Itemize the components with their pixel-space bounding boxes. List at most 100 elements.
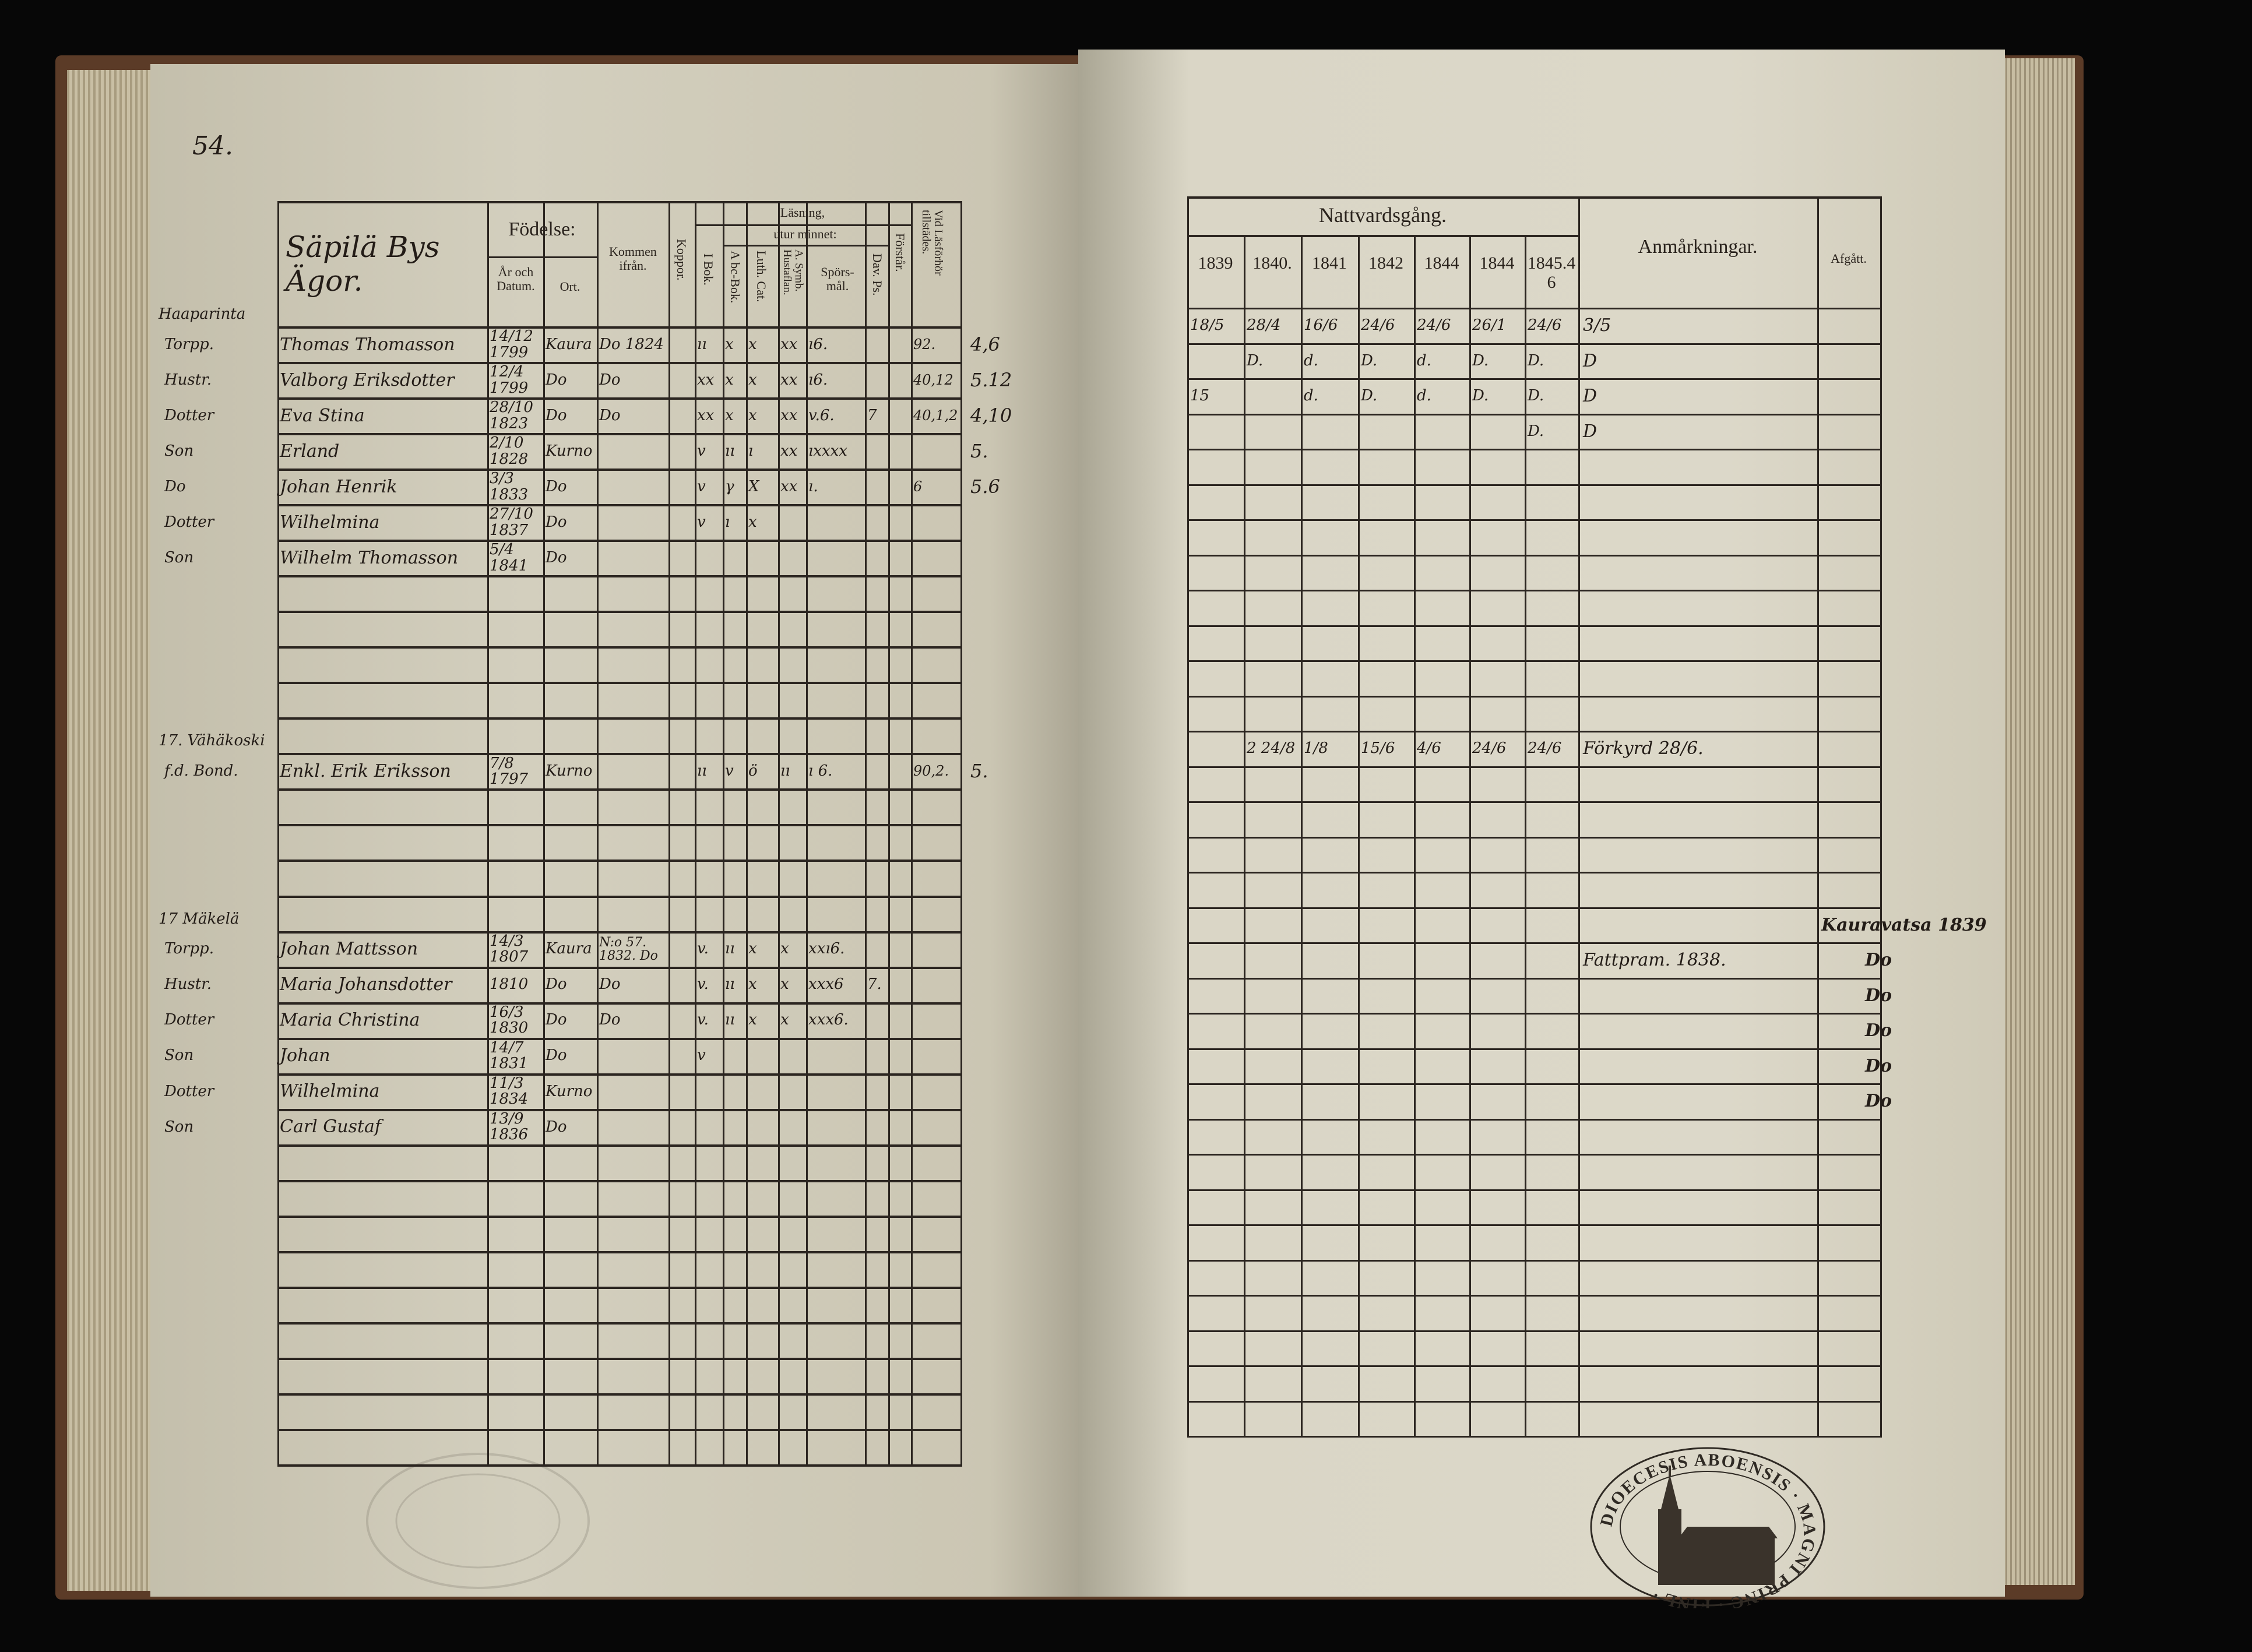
- table-row-rule: [1187, 1154, 1882, 1156]
- table-column-rule: [1414, 235, 1416, 1436]
- cell-date: 13/9 1836: [490, 1109, 529, 1144]
- table-row-rule: [1187, 625, 1882, 627]
- household-role-label: Dotter: [164, 406, 214, 424]
- cell-abc: ıı: [725, 1011, 735, 1029]
- header-year: 1842: [1368, 253, 1403, 273]
- header-year: 1845.46: [1527, 253, 1576, 292]
- cell-abc: ıı: [725, 940, 735, 958]
- table-column-rule: [865, 201, 867, 1464]
- cell-i-bok: xx: [697, 371, 715, 389]
- cell-luth: x: [748, 975, 757, 994]
- communion-date: 15/6: [1361, 739, 1395, 758]
- household-role-label: Dotter: [164, 1082, 214, 1100]
- table-row-rule: [277, 1393, 962, 1396]
- cell-date: 7/8 1797: [490, 754, 529, 788]
- communion-date: D.: [1528, 387, 1544, 405]
- table-row-rule: [277, 966, 962, 969]
- cell-from: Do 1824: [599, 335, 664, 353]
- table-row-rule: [1187, 1189, 1882, 1191]
- cell-spors: v.6.: [808, 406, 835, 424]
- communion-date: 2 24/8: [1247, 739, 1296, 758]
- table-column-rule: [1880, 196, 1882, 1436]
- table-row-rule: [1187, 449, 1882, 450]
- table-column-rule: [597, 201, 599, 1464]
- header-lasning: Läsning,: [780, 205, 825, 220]
- table-row-rule: [1187, 1083, 1882, 1085]
- cell-name: Wilhelmina: [280, 1081, 380, 1102]
- cell-luth: ö: [748, 762, 758, 780]
- cell-date: 28/10 1823: [490, 399, 533, 432]
- household-place-label: Haaparinta: [159, 305, 246, 323]
- household-role-label: Hustr.: [164, 975, 212, 994]
- header-afgatt: Afgått.: [1831, 251, 1867, 266]
- table-row-rule: [277, 433, 962, 436]
- cell-name: Wilhelmina: [280, 512, 380, 533]
- table-column-rule: [960, 201, 962, 1464]
- table-top-rule: [277, 201, 962, 203]
- cell-symb: x: [780, 975, 789, 994]
- table-row-rule: [277, 1215, 962, 1218]
- household-role-label: f.d. Bond.: [164, 762, 238, 780]
- header-ar-och-datum: År och Datum.: [497, 265, 535, 294]
- cell-ort: Do: [546, 371, 567, 389]
- cell-i-bok: v: [697, 513, 706, 531]
- communion-date: 4/6: [1417, 739, 1441, 758]
- table-row-rule: [1187, 1259, 1882, 1262]
- table-row-rule: [1187, 1224, 1882, 1226]
- margin-note: 5.: [970, 439, 988, 462]
- cell-name: Eva Stina: [280, 405, 365, 426]
- cell-abc: γ: [725, 477, 734, 495]
- table-row-rule: [277, 1108, 962, 1111]
- table-row-rule: [277, 1002, 962, 1005]
- header-year: 1844: [1479, 253, 1515, 273]
- cell-from: Do: [599, 406, 621, 424]
- household-place-label: 17 Mäkelä: [159, 910, 240, 928]
- communion-date: D.: [1528, 351, 1544, 369]
- table-row-rule: [1187, 1330, 1882, 1332]
- table-row-rule: [1187, 1436, 1882, 1438]
- communion-date: D.: [1472, 387, 1489, 405]
- cell-ort: Kaura: [546, 335, 592, 353]
- table-row-rule: [1187, 343, 1882, 345]
- cell-spors: xxı6.: [808, 940, 845, 958]
- table-row-rule: [277, 1357, 962, 1360]
- table-row-rule: [1187, 695, 1882, 698]
- cell-i-bok: ıı: [697, 762, 707, 780]
- cell-date: 5/4 1841: [490, 541, 529, 575]
- cell-symb: x: [780, 940, 789, 958]
- margin-note: 5.: [970, 760, 988, 783]
- household-role-label: Hustr.: [164, 371, 212, 389]
- cell-name: Valborg Eriksdotter: [280, 369, 455, 390]
- cell-luth: x: [748, 513, 757, 531]
- table-row-rule: [277, 1464, 962, 1467]
- cell-luth: x: [748, 335, 757, 353]
- communion-date: 16/6: [1304, 316, 1338, 334]
- communion-date: d.: [1304, 387, 1318, 405]
- household-role-label: Son: [164, 1047, 194, 1065]
- remark-note: Fattpram. 1838.: [1583, 950, 1726, 970]
- cell-ort: Do: [546, 477, 567, 495]
- communion-date: 28/4: [1247, 316, 1281, 334]
- table-row-rule: [277, 788, 962, 791]
- table-row-rule: [1187, 766, 1882, 768]
- cell-abc: v: [725, 762, 734, 780]
- margin-note: 4,10: [970, 404, 1012, 427]
- table-row-rule: [1187, 1400, 1882, 1403]
- header-luth-cat: Luth. Cat.: [754, 251, 769, 302]
- page-number: 54.: [192, 131, 233, 161]
- cell-las: 40,12: [913, 371, 953, 388]
- header-nattvardsgang: Nattvardsgång.: [1319, 203, 1447, 227]
- cell-name: Maria Christina: [280, 1010, 420, 1031]
- cell-spors: ı6.: [808, 371, 828, 389]
- cell-las: 92.: [913, 336, 936, 353]
- cell-spors: ıxxxx: [808, 442, 847, 460]
- table-column-rule: [911, 201, 913, 1464]
- table-row-rule: [277, 326, 962, 329]
- cell-from: Do: [599, 371, 621, 389]
- communion-date: 15: [1190, 387, 1210, 405]
- cell-from: N:o 57. 1832. Do: [599, 935, 658, 964]
- table-row-rule: [1187, 590, 1882, 591]
- table-row-rule: [1187, 378, 1882, 380]
- header-forstar: Förstår.: [893, 233, 908, 272]
- table-column-rule: [723, 201, 724, 1464]
